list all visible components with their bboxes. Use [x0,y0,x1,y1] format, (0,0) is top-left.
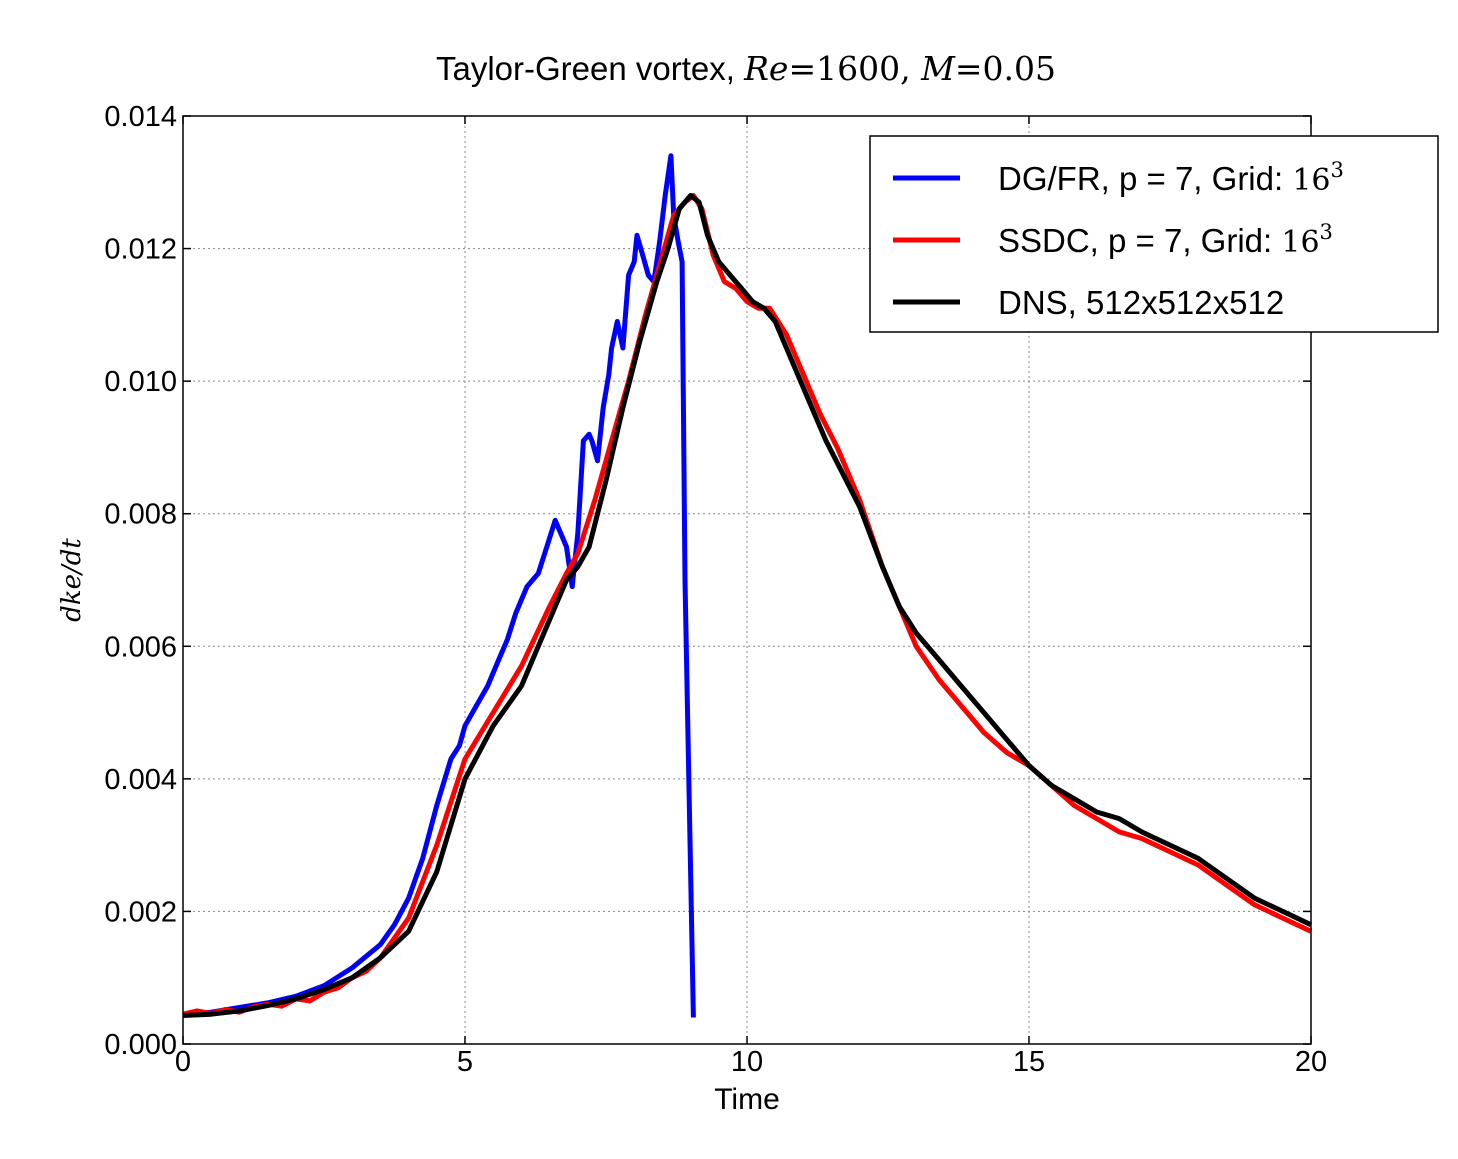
y-tick-label: 0.014 [104,101,177,133]
title-re-symbol: Re [743,49,788,88]
y-axis-label: dke/dt [57,538,87,622]
y-tick-label: 0.006 [104,631,177,663]
x-tick-label: 10 [731,1046,763,1078]
x-tick-label: 20 [1295,1046,1327,1078]
y-tick-label: 0.002 [104,896,177,928]
axis-ticks: 0 5 10 15 20 0.000 0.002 0.004 0.006 0.008 0.010 0.… [104,101,1327,1078]
legend-items: DG/FR, p = 7, Grid: 163 SSDC, p = 7, Grid… [893,158,1344,321]
x-tick-label: 0 [175,1046,191,1078]
title-m-value: =0.05 [955,49,1056,88]
legend-label-2: DNS, 512x512x512 [998,284,1284,321]
y-tick-label: 0.008 [104,499,177,531]
y-tick-label: 0.012 [104,234,177,266]
y-tick-label: 0.004 [104,764,177,796]
x-axis-label: Time [714,1083,780,1116]
chart-title: Taylor-Green vortex, Re=1600, M=0.05 [436,49,1056,88]
legend: DG/FR, p = 7, Grid: 163 SSDC, p = 7, Grid… [869,135,1439,333]
title-m-symbol: M [920,49,956,88]
x-tick-label: 15 [1013,1046,1045,1078]
series-line-0 [182,153,696,1018]
series-line-2 [182,193,1313,1018]
y-tick-label: 0.000 [104,1029,177,1061]
y-tick-label: 0.010 [104,366,177,398]
title-re-value: =1600, [788,49,921,88]
title-prefix: Taylor-Green vortex, [436,50,744,87]
data-series [182,153,1313,1018]
legend-box [869,135,1439,333]
legend-label-0: DG/FR, p = 7, Grid: 163 [998,158,1344,198]
x-tick-label: 5 [457,1046,473,1078]
legend-label-1: SSDC, p = 7, Grid: 163 [998,220,1333,260]
